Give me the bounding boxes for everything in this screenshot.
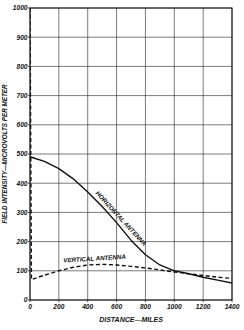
x-tick-label: 1400 (225, 303, 240, 310)
chart: 0100200300400500600700800900100002004006… (0, 0, 244, 330)
y-tick-label: 900 (16, 34, 27, 41)
y-tick-label: 600 (16, 121, 27, 128)
y-tick-label: 200 (15, 238, 27, 245)
y-tick-label: 100 (16, 267, 27, 274)
grid (28, 8, 232, 302)
y-grid-line (30, 212, 232, 213)
y-tick-label: 700 (16, 92, 27, 99)
y-grid-line (30, 183, 232, 184)
y-grid-line (30, 95, 232, 96)
x-grid-line (203, 8, 204, 300)
x-grid-line (58, 8, 59, 300)
x-tick-label: 200 (52, 303, 64, 310)
series-label: VERTICAL ANTENNA (63, 253, 126, 264)
x-tick-label: 1200 (196, 303, 211, 310)
y-grid-line (30, 124, 232, 125)
series-group (30, 8, 232, 283)
x-tick-label: 1000 (167, 303, 182, 310)
series-line (30, 8, 232, 280)
x-grid-line (145, 8, 146, 300)
y-grid-line (30, 37, 232, 38)
y-grid-line (30, 241, 232, 242)
y-grid-line (30, 66, 232, 67)
background (0, 0, 244, 330)
series-label: HORIZONTAL ANTENNA (95, 189, 149, 247)
y-tick-label: 300 (16, 209, 27, 216)
x-tick-label: 600 (111, 303, 122, 310)
y-tick-label: 1000 (13, 4, 28, 11)
x-tick-label: 400 (81, 303, 93, 310)
x-tick-label: 800 (140, 303, 151, 310)
x-tick-label: 0 (28, 303, 32, 310)
series-line (30, 157, 232, 283)
x-grid-line (174, 8, 175, 300)
y-tick-label: 400 (15, 180, 27, 187)
plot-frame (30, 8, 232, 300)
x-axis-title: DISTANCE—MILES (99, 316, 163, 323)
y-axis-title: FIELD INTENSITY—MICROVOLTS PER METER (1, 84, 8, 224)
y-grid-line (30, 154, 232, 155)
y-tick-label: 500 (16, 150, 27, 157)
y-tick-label: 800 (16, 63, 27, 70)
